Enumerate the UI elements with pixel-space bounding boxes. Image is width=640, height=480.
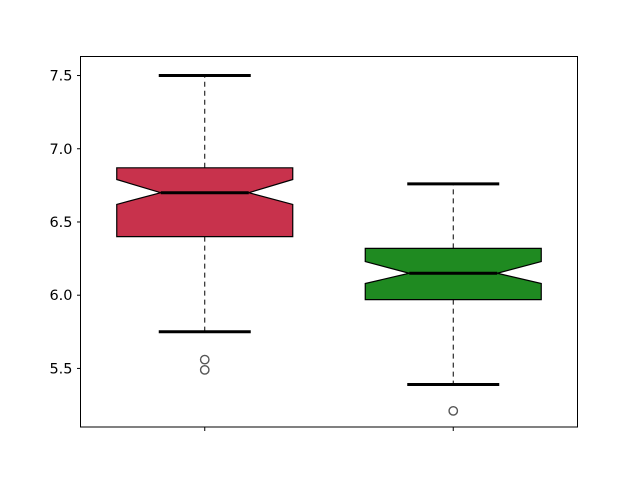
outlier-point <box>448 405 459 416</box>
y-tick-labels: 5.5 6.0 6.5 7.0 7.5 <box>49 69 72 378</box>
y-axis-ticks <box>77 75 81 369</box>
y-tick-label: 6.5 <box>49 215 72 231</box>
box-body <box>116 167 294 238</box>
box-2 <box>364 182 542 416</box>
outlier-point <box>199 354 210 365</box>
y-tick-label: 7.5 <box>49 69 72 85</box>
y-tick-label: 6.0 <box>49 288 72 304</box>
box-1 <box>116 74 294 375</box>
x-axis-ticks <box>204 427 454 431</box>
box-plots-layer <box>116 74 542 416</box>
axes-frame <box>80 56 578 428</box>
outlier-point <box>199 364 210 375</box>
y-tick-label: 7.0 <box>49 142 72 158</box>
y-tick-label: 5.5 <box>49 361 72 377</box>
